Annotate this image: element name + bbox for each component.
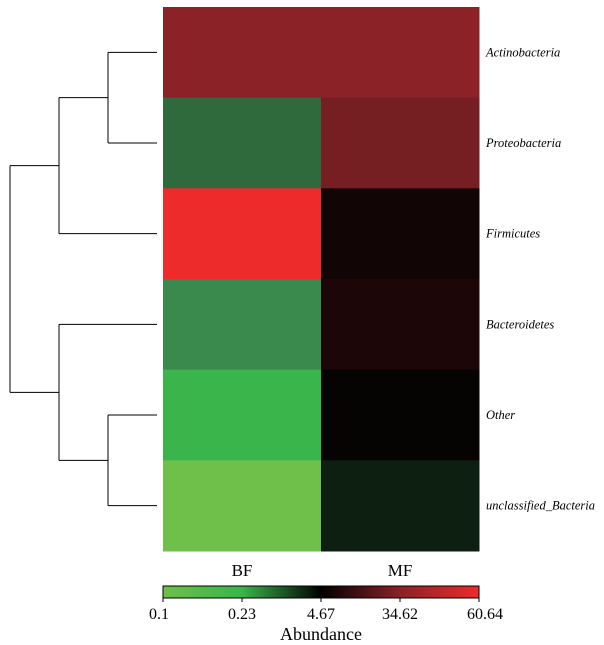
row-label-unclassified-bacteria: unclassified_Bacteria bbox=[486, 499, 595, 513]
colorbar: 0.1 0.23 4.67 34.62 60.64 Abundance bbox=[149, 585, 503, 644]
cell-actinobacteria-mf bbox=[321, 7, 480, 99]
column-labels: BF MF bbox=[232, 561, 413, 580]
cell-firmicutes-bf bbox=[163, 188, 322, 280]
colorbar-tick-label: 4.67 bbox=[307, 606, 335, 623]
row-label-firmicutes: Firmicutes bbox=[485, 227, 540, 241]
row-labels: Actinobacteria Proteobacteria Firmicutes Ba… bbox=[485, 45, 595, 512]
colorbar-tick-label: 60.64 bbox=[467, 606, 503, 623]
cell-bacteroidetes-mf bbox=[321, 279, 480, 371]
row-label-actinobacteria: Actinobacteria bbox=[485, 45, 560, 59]
colorbar-tick-label: 34.62 bbox=[382, 606, 418, 623]
cell-other-mf bbox=[321, 369, 480, 461]
column-label-mf: MF bbox=[388, 561, 413, 580]
cell-proteobacteria-bf bbox=[163, 97, 322, 189]
cell-other-bf bbox=[163, 369, 322, 461]
cell-actinobacteria-bf bbox=[163, 7, 322, 99]
cell-firmicutes-mf bbox=[321, 188, 480, 280]
colorbar-title: Abundance bbox=[280, 624, 362, 644]
colorbar-gradient bbox=[162, 585, 480, 599]
colorbar-tick-label: 0.1 bbox=[149, 606, 169, 623]
heatmap-cells bbox=[163, 7, 480, 552]
cell-proteobacteria-mf bbox=[321, 97, 480, 189]
column-label-bf: BF bbox=[232, 561, 253, 580]
dendrogram bbox=[9, 51, 157, 507]
cell-bacteroidetes-bf bbox=[163, 279, 322, 371]
colorbar-tick-label: 0.23 bbox=[228, 606, 256, 623]
row-label-other: Other bbox=[486, 408, 515, 422]
cell-unclassified-bacteria-mf bbox=[321, 460, 480, 552]
row-label-proteobacteria: Proteobacteria bbox=[485, 136, 561, 150]
row-label-bacteroidetes: Bacteroidetes bbox=[486, 317, 554, 331]
cell-unclassified-bacteria-bf bbox=[163, 460, 322, 552]
